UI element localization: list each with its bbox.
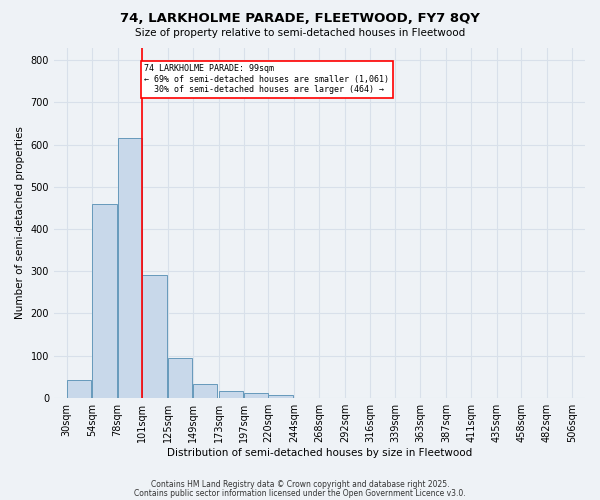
X-axis label: Distribution of semi-detached houses by size in Fleetwood: Distribution of semi-detached houses by … <box>167 448 472 458</box>
Text: 74, LARKHOLME PARADE, FLEETWOOD, FY7 8QY: 74, LARKHOLME PARADE, FLEETWOOD, FY7 8QY <box>120 12 480 26</box>
Y-axis label: Number of semi-detached properties: Number of semi-detached properties <box>15 126 25 319</box>
Text: Contains public sector information licensed under the Open Government Licence v3: Contains public sector information licen… <box>134 488 466 498</box>
Bar <box>193 384 217 398</box>
Bar <box>118 138 142 398</box>
Bar <box>142 276 167 398</box>
Bar <box>244 394 268 398</box>
Bar <box>218 391 243 398</box>
Bar <box>92 204 116 398</box>
Bar <box>268 395 293 398</box>
Text: 74 LARKHOLME PARADE: 99sqm
← 69% of semi-detached houses are smaller (1,061)
  3: 74 LARKHOLME PARADE: 99sqm ← 69% of semi… <box>144 64 389 94</box>
Text: Size of property relative to semi-detached houses in Fleetwood: Size of property relative to semi-detach… <box>135 28 465 38</box>
Text: Contains HM Land Registry data © Crown copyright and database right 2025.: Contains HM Land Registry data © Crown c… <box>151 480 449 489</box>
Bar <box>167 358 192 398</box>
Bar <box>67 380 91 398</box>
